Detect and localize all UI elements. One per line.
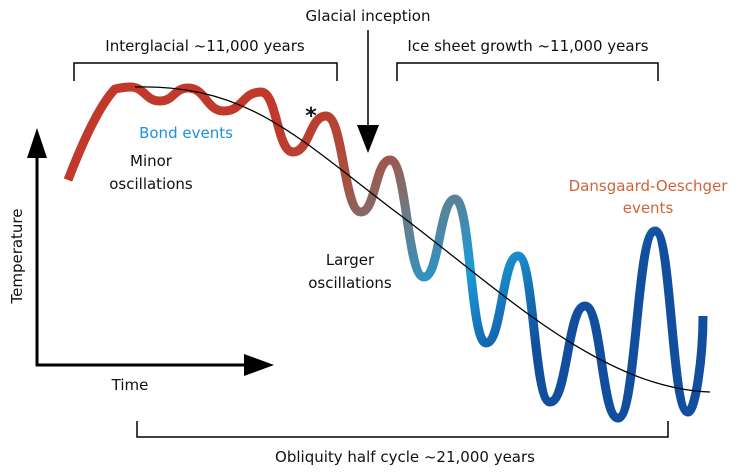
x-axis-label: Time (111, 376, 149, 394)
bond-events-label: Bond events (139, 124, 233, 142)
orbital-trend-curve (134, 86, 711, 393)
minor-oscillations-label-2: oscillations (109, 175, 193, 193)
dansgaard-oeschger-label-2: events (623, 199, 674, 217)
interglacial-label: Interglacial ~11,000 years (105, 37, 305, 55)
minor-oscillations-label-1: Minor (130, 152, 173, 170)
temperature-curve (63, 82, 708, 423)
glacial-inception-label: Glacial inception (306, 7, 431, 25)
obliquity-bracket (136, 421, 669, 438)
glacial-inception-arrow-icon (357, 125, 379, 153)
x-axis-arrow-icon (244, 354, 274, 376)
ice-sheet-growth-label: Ice sheet growth ~11,000 years (407, 37, 648, 55)
ice-sheet-bracket (396, 62, 659, 81)
y-axis-label: Temperature (8, 208, 26, 304)
obliquity-label: Obliquity half cycle ~21,000 years (275, 448, 535, 466)
y-axis-arrow-icon (27, 128, 47, 158)
larger-oscillations-label-2: oscillations (308, 274, 392, 292)
interglacial-bracket (73, 62, 338, 81)
asterisk-marker: * (305, 104, 317, 129)
dansgaard-oeschger-label-1: Dansgaard-Oeschger (569, 177, 729, 195)
larger-oscillations-label-1: Larger (326, 251, 375, 269)
